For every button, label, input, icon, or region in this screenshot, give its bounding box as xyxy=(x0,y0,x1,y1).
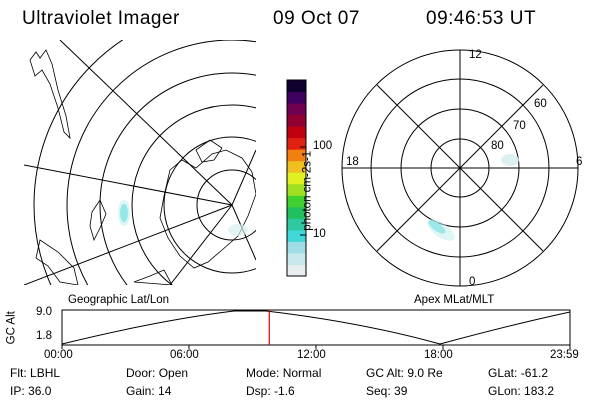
colorbar-segment xyxy=(287,126,306,139)
date-label: 09 Oct 07 xyxy=(273,8,360,29)
altitude-curve xyxy=(61,310,571,345)
colorbar-segment xyxy=(287,218,306,231)
colorbar-segment xyxy=(287,103,306,116)
colorbar-segment xyxy=(287,241,306,254)
mlt-label-6: 6 xyxy=(576,156,583,168)
colorbar-segment xyxy=(287,183,306,196)
mlt-label-0: 0 xyxy=(469,276,476,288)
aurora-emission xyxy=(501,154,519,166)
meridian-line xyxy=(24,204,233,285)
info-glat: GLat: -61.2 xyxy=(488,367,548,379)
lat-circle xyxy=(163,136,256,274)
right-map-title: Apex MLat/MLT xyxy=(414,294,495,306)
aurora-emission xyxy=(118,200,130,226)
info-flt: Flt: LBHL xyxy=(10,367,60,379)
info-mode: Mode: Normal xyxy=(246,367,321,379)
mlat-label-70: 70 xyxy=(513,120,526,132)
info-key: Flt: xyxy=(10,366,27,380)
polar-mlt-map xyxy=(341,49,579,287)
info-key: Door: xyxy=(126,366,156,380)
colorbar-tick-10: 10 xyxy=(313,228,326,240)
info-gc-alt: GC Alt: 9.0 Re xyxy=(366,367,443,379)
xtick-label: 18:00 xyxy=(424,349,453,361)
meridian-line xyxy=(59,40,233,206)
lat-circle xyxy=(196,169,256,241)
colorbar-segment xyxy=(287,160,306,173)
colorbar-unit-label: photon cm-2s-1 xyxy=(301,150,314,231)
info-value: Open xyxy=(158,366,189,380)
colorbar-segment xyxy=(287,252,306,265)
info-value: 183.2 xyxy=(524,384,555,398)
time-label: 09:46:53 UT xyxy=(426,8,537,29)
colorbar-segment xyxy=(287,195,306,208)
info-value: 14 xyxy=(158,384,172,398)
colorbar-tick-100: 100 xyxy=(313,140,333,152)
info-key: IP: xyxy=(10,384,25,398)
info-value: Normal xyxy=(282,366,322,380)
info-value: -1.6 xyxy=(274,384,295,398)
color-scale-bar xyxy=(286,79,307,277)
xtick-label: 06:00 xyxy=(170,349,199,361)
lat-circle xyxy=(131,104,256,285)
altitude-ytick-max: 9.0 xyxy=(36,306,52,318)
info-value: 39 xyxy=(394,384,408,398)
info-key: Seq: xyxy=(366,384,391,398)
info-key: GLon: xyxy=(488,384,521,398)
meridian-line xyxy=(231,149,256,206)
aurora-emission xyxy=(228,224,248,236)
instrument-title: Ultraviolet Imager xyxy=(22,8,180,29)
lat-circle xyxy=(66,40,256,285)
geographic-map xyxy=(24,40,256,285)
info-key: Dsp: xyxy=(246,384,271,398)
mlat-label-60: 60 xyxy=(534,98,547,110)
meridian-line xyxy=(169,204,233,285)
xtick-label: 12:00 xyxy=(297,349,326,361)
meridian-line xyxy=(24,164,233,206)
info-glon: GLon: 183.2 xyxy=(488,385,554,397)
info-value: 36.0 xyxy=(28,384,52,398)
lat-circle xyxy=(99,72,256,285)
info-seq: Seq: 39 xyxy=(366,385,407,397)
xtick-label: 00:00 xyxy=(44,349,73,361)
mlt-label-12: 12 xyxy=(469,49,482,61)
info-key: GC Alt: xyxy=(366,366,405,380)
info-value: LBHL xyxy=(30,366,61,380)
altitude-ytick-min: 1.8 xyxy=(36,330,52,342)
info-door: Door: Open xyxy=(126,367,188,379)
info-value: 9.0 Re xyxy=(407,366,443,380)
aurora-emission xyxy=(427,219,455,241)
altitude-ylabel: GC Alt xyxy=(5,311,18,345)
lat-circle xyxy=(33,40,124,285)
colorbar-segment xyxy=(287,264,306,277)
altitude-plot xyxy=(61,309,571,349)
colorbar-segment xyxy=(287,91,306,104)
info-dsp: Dsp: -1.6 xyxy=(246,385,295,397)
colorbar-segment xyxy=(287,114,306,127)
mlat-label-80: 80 xyxy=(491,140,504,152)
colorbar-segment xyxy=(287,149,306,162)
mlt-label-18: 18 xyxy=(346,156,359,168)
colorbar-segment xyxy=(287,206,306,219)
xtick-label: 23:59 xyxy=(550,349,579,361)
colorbar-segment xyxy=(287,80,306,93)
colorbar-segment xyxy=(287,172,306,185)
info-gain: Gain: 14 xyxy=(126,385,171,397)
mlt-line xyxy=(376,84,544,252)
info-ip: IP: 36.0 xyxy=(10,385,51,397)
info-key: Mode: xyxy=(246,366,280,380)
info-key: GLat: xyxy=(488,366,518,380)
colorbar-segment xyxy=(287,229,306,242)
left-map-title: Geographic Lat/Lon xyxy=(68,294,170,306)
info-key: Gain: xyxy=(126,384,155,398)
info-value: -61.2 xyxy=(520,366,549,380)
